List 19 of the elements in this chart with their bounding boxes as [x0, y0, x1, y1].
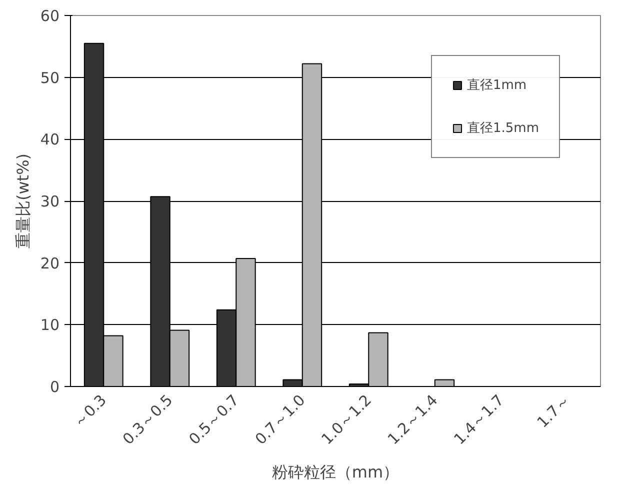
x-tick-label: ～0.3: [70, 391, 110, 432]
legend-label: 直径1mm: [466, 77, 527, 94]
y-tick-label: 30: [40, 192, 60, 210]
y-tick-label: 60: [40, 7, 60, 25]
y-tick-label: 20: [40, 254, 60, 272]
y-tick-label: 40: [40, 130, 60, 149]
x-tick-label: 0.7～1.0: [252, 391, 309, 448]
x-axis-title: 粉砕粒径（mm）: [272, 462, 400, 482]
x-tick-label: 1.7～: [534, 391, 574, 432]
y-tick-label: 50: [40, 68, 60, 87]
x-tick-label: 1.0～1.2: [318, 391, 375, 448]
x-tick-label: 1.4～1.7: [450, 391, 508, 448]
x-tick-label: 0.3～0.5: [119, 391, 176, 448]
y-axis-title: 重量比(wt%): [13, 153, 32, 249]
y-tick-label: 10: [40, 316, 60, 334]
y-tick-label: 0: [50, 378, 60, 396]
x-tick-label: 1.2～1.4: [384, 391, 442, 448]
legend-label: 直径1.5mm: [466, 120, 539, 137]
x-tick-label: 0.5～0.7: [185, 391, 242, 448]
